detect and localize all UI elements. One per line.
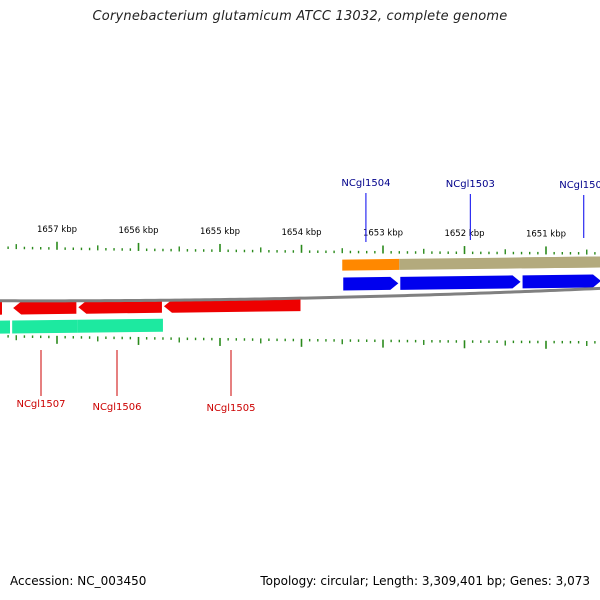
reverse-cds-band <box>12 319 78 334</box>
genome-title: Corynebacterium glutamicum ATCC 13032, c… <box>92 9 508 24</box>
forward-gene-label: NCgl1503 <box>446 179 495 190</box>
accession-label: Accession: NC_003450 <box>10 574 147 588</box>
reverse-cds-band-partial <box>0 320 10 334</box>
scale-tick-label: 1657 kbp <box>37 225 77 235</box>
forward-cds-band <box>521 256 600 269</box>
scale-ticks <box>7 241 596 349</box>
reverse-gene-label: NCgl1505 <box>206 403 255 414</box>
feature-tracks <box>0 256 600 334</box>
reverse-cds-band <box>77 318 163 333</box>
reverse-gene-label: NCgl1506 <box>92 402 141 413</box>
reverse-gene-arrow <box>13 300 77 315</box>
reverse-gene-arrow-partial <box>0 301 2 315</box>
forward-cds-band <box>342 258 400 271</box>
scale-tick-label: 1651 kbp <box>526 229 566 239</box>
topology-summary: Topology: circular; Length: 3,309,401 bp… <box>260 574 590 588</box>
forward-gene-label: NCgl1502 <box>559 180 600 191</box>
reverse-gene-arrow <box>163 298 301 313</box>
forward-cds-band <box>399 257 522 270</box>
scale-tick-label: 1652 kbp <box>444 229 484 239</box>
scale-tick-label: 1654 kbp <box>281 228 321 238</box>
forward-gene-label: NCgl1504 <box>341 178 390 189</box>
forward-gene-arrow <box>522 274 600 289</box>
scale-tick-label: 1656 kbp <box>118 226 158 236</box>
forward-gene-arrow <box>343 276 399 291</box>
gene-labels: 1657 kbp 1656 kbp 1655 kbp 1654 kbp 1653 kbp… <box>16 178 600 414</box>
scale-tick-label: 1655 kbp <box>200 227 240 237</box>
forward-gene-arrow <box>400 275 521 290</box>
reverse-gene-arrow <box>78 299 162 314</box>
scale-tick-label: 1653 kbp <box>363 229 403 239</box>
reverse-gene-label: NCgl1507 <box>16 399 65 410</box>
genome-backbone <box>0 286 600 303</box>
